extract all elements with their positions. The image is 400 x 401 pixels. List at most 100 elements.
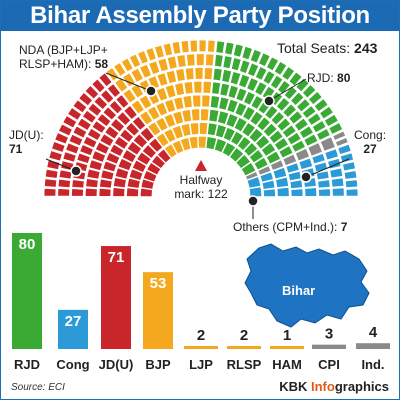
seat-cell [113, 135, 129, 150]
seat-cell [276, 117, 292, 132]
seat-cell [281, 124, 297, 139]
seat-cell [171, 139, 185, 155]
seat-cell [126, 177, 141, 189]
seat-cell [175, 68, 186, 82]
seat-cell [91, 78, 106, 94]
seat-cell [162, 42, 173, 57]
seat-cell [112, 186, 126, 197]
seat-cell [176, 54, 187, 68]
seat-cell [99, 133, 115, 148]
seat-segment [244, 130, 349, 181]
bar-category-label: RJD [14, 357, 40, 372]
seat-cell [228, 147, 245, 163]
seat-cell [334, 137, 349, 148]
seat-cell [296, 98, 311, 113]
seat-cell [244, 170, 259, 181]
bar [143, 272, 173, 349]
seat-cell [125, 121, 141, 137]
seat-cell [215, 40, 226, 54]
seat-cell [139, 126, 155, 143]
seat-cell [249, 48, 262, 64]
seat-cell [221, 69, 233, 84]
seat-cell [306, 112, 322, 127]
jdu-callout: JD(U): 71 [9, 128, 44, 156]
seat-cell [71, 179, 85, 189]
seat-cell [227, 84, 239, 100]
seat-cell [198, 122, 209, 135]
seat-cell [290, 91, 305, 107]
seat-cell [207, 122, 218, 137]
seat-cell [260, 142, 277, 157]
seat-cell [343, 170, 358, 180]
seat-cell [165, 69, 178, 85]
seat-cell [57, 178, 71, 189]
nda-pointer [105, 72, 157, 97]
seat-cell [264, 104, 279, 120]
seat-cell [153, 44, 165, 59]
seat-cell [189, 39, 198, 53]
seat-cell [230, 57, 242, 72]
seat-cell [224, 41, 235, 56]
jdu-pointer [45, 158, 82, 177]
rjd-label: RJD: [307, 71, 334, 85]
seat-cell [269, 159, 285, 171]
seat-cell [72, 99, 88, 114]
seat-cell [104, 125, 120, 140]
others-value: 7 [340, 220, 348, 234]
seat-cell [46, 159, 61, 171]
seat-cell [222, 55, 233, 70]
seat-arcs [43, 39, 359, 198]
map-label: Bihar [282, 283, 316, 298]
seat-cell [283, 85, 298, 101]
seat-cell [108, 99, 124, 115]
seat-cell [217, 110, 230, 125]
seat-cell [126, 187, 140, 198]
bar-value-label: 2 [197, 327, 205, 344]
seat-cell [123, 104, 138, 121]
seat-cell [72, 125, 88, 139]
seat-cell [205, 53, 215, 67]
seat-cell [238, 59, 251, 74]
seat-cell [202, 80, 212, 94]
seat-cell [344, 179, 359, 189]
seat-cell [119, 128, 135, 144]
seat-cell [193, 80, 203, 94]
cong-value: 27 [363, 142, 377, 156]
seat-cell [81, 109, 97, 124]
seat-cell [265, 56, 280, 72]
seat-cell [191, 94, 202, 108]
seat-cell [337, 143, 352, 156]
seat-cell [214, 124, 228, 139]
bar-category-label: Cong [56, 357, 89, 372]
seat-cell [171, 41, 182, 55]
seat-cell [203, 67, 214, 81]
seat-cell [67, 107, 83, 121]
seat-cell [230, 130, 245, 147]
seat-cell [242, 90, 256, 106]
seat-cell [345, 188, 359, 197]
bar [270, 346, 304, 349]
seat-cell [323, 113, 339, 128]
rjd-callout: RJD: 80 [307, 71, 350, 85]
seat-cell [99, 89, 115, 104]
seat-cell [138, 110, 154, 126]
seat-cell [219, 82, 231, 97]
seat-cell [207, 39, 216, 53]
bar-category-label: LJP [189, 357, 213, 372]
bar-value-label: 3 [325, 326, 333, 343]
bar-category-label: RLSP [227, 357, 262, 372]
seat-cell [148, 60, 161, 76]
seat-cell [98, 72, 113, 88]
seat-cell [54, 132, 70, 145]
seat-cell [282, 153, 298, 167]
seat-cell [156, 148, 172, 164]
seat-cell [86, 168, 101, 180]
seat-cell [278, 145, 294, 159]
seat-cell [339, 152, 355, 164]
bar [58, 309, 88, 349]
total-seats: Total Seats: 243 [277, 40, 377, 56]
seat-cell [194, 67, 204, 80]
seat-cell [226, 98, 239, 114]
seat-cell [243, 141, 259, 157]
